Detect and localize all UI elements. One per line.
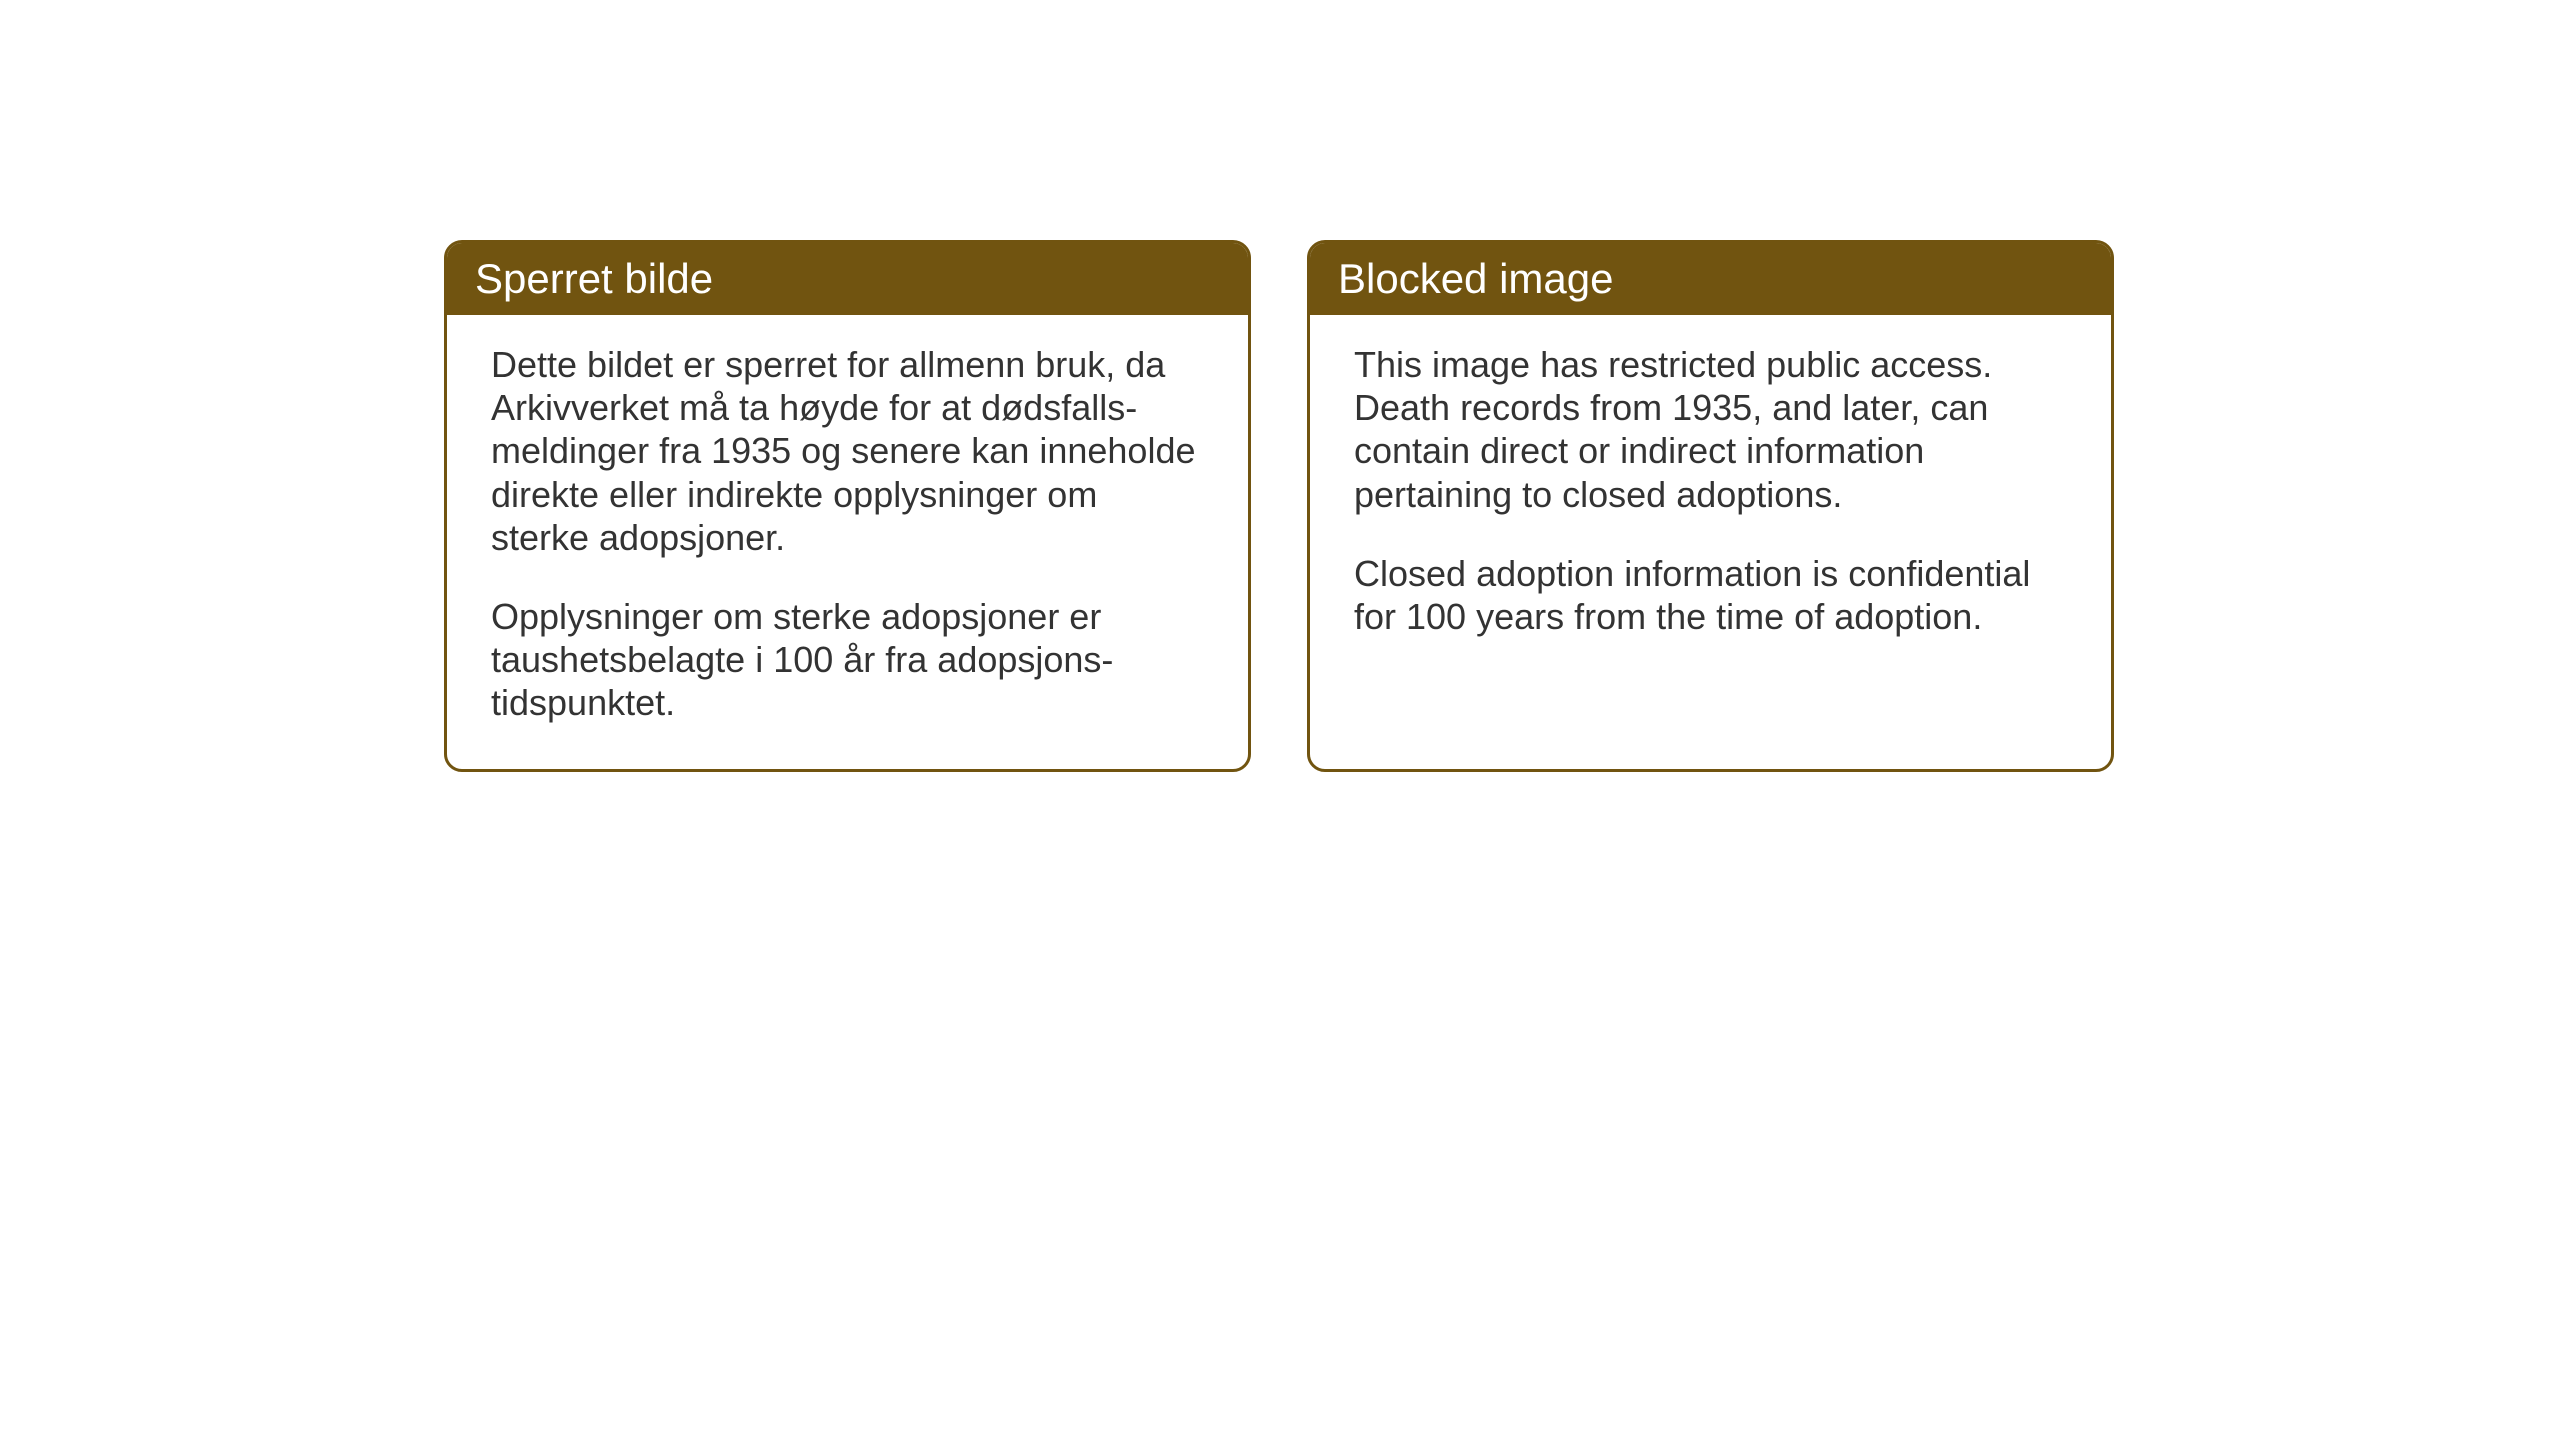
notice-body-english: This image has restricted public access.… <box>1310 315 2111 769</box>
notice-paragraph: Opplysninger om sterke adopsjoner er tau… <box>491 595 1204 725</box>
notice-card-english: Blocked image This image has restricted … <box>1307 240 2114 772</box>
notice-card-norwegian: Sperret bilde Dette bildet er sperret fo… <box>444 240 1251 772</box>
notice-body-norwegian: Dette bildet er sperret for allmenn bruk… <box>447 315 1248 769</box>
notice-title-norwegian: Sperret bilde <box>447 243 1248 315</box>
notice-container: Sperret bilde Dette bildet er sperret fo… <box>444 240 2114 772</box>
notice-paragraph: This image has restricted public access.… <box>1354 343 2067 516</box>
notice-title-english: Blocked image <box>1310 243 2111 315</box>
notice-paragraph: Dette bildet er sperret for allmenn bruk… <box>491 343 1204 559</box>
notice-paragraph: Closed adoption information is confident… <box>1354 552 2067 638</box>
